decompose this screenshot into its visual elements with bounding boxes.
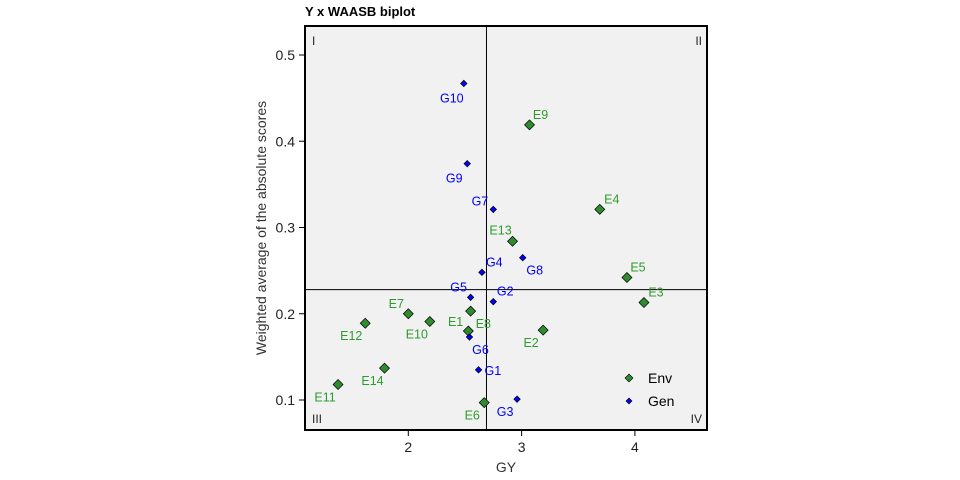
env-point-label: E2	[523, 336, 538, 350]
x-tick-label: 2	[404, 439, 412, 455]
env-point-E13	[507, 235, 519, 247]
y-tick-label: 0.4	[276, 133, 296, 149]
env-point-label: E7	[389, 297, 404, 311]
plot-panel	[305, 26, 707, 430]
y-axis-label: Weighted average of the absolute scores	[253, 101, 269, 355]
gen-point-G4	[478, 268, 486, 277]
legend-env-marker	[624, 373, 634, 383]
x-tick-label: 4	[631, 439, 639, 455]
gen-point-G8	[519, 253, 527, 262]
y-tick-label: 0.5	[276, 47, 296, 63]
gen-point-label: G1	[485, 364, 502, 378]
gen-point-G10	[460, 79, 468, 88]
env-point-label: E11	[314, 390, 335, 404]
gen-point-label: G7	[472, 194, 489, 208]
gen-point-label: G8	[526, 264, 543, 278]
x-axis-label: GY	[496, 459, 517, 475]
env-point-E10	[424, 316, 436, 328]
gen-point-G5	[466, 293, 475, 302]
gen-point-G9	[463, 159, 471, 168]
gen-point-G2	[489, 297, 497, 306]
gen-point-label: G9	[446, 172, 463, 186]
env-point-label: E12	[340, 329, 362, 343]
env-point-E1	[465, 305, 477, 317]
env-point-label: E3	[648, 286, 663, 300]
gen-point-label: G10	[440, 91, 464, 105]
gen-point-G1	[474, 366, 483, 374]
gen-point-G6	[465, 333, 474, 341]
gen-point-label: G6	[472, 343, 489, 357]
env-point-label: E8	[476, 317, 491, 331]
quadrant-label-1: I	[312, 34, 315, 48]
quadrant-label-3: III	[312, 412, 322, 426]
env-point-label: E13	[489, 223, 511, 237]
legend-env-label: Env	[648, 370, 672, 386]
env-point-E3	[638, 297, 650, 309]
env-point-label: E10	[406, 328, 428, 342]
y-tick-label: 0.2	[276, 306, 296, 322]
quadrant-label-4: IV	[691, 412, 702, 426]
env-point-E6	[478, 397, 490, 409]
legend-gen-marker	[625, 397, 633, 405]
y-tick-label: 0.1	[276, 392, 296, 408]
gen-point-G3	[513, 395, 521, 403]
env-point-label: E6	[465, 409, 480, 423]
chart-title: Y x WAASB biplot	[305, 4, 416, 19]
legend: Env Gen	[624, 370, 674, 409]
env-point-E5	[621, 272, 633, 284]
env-point-E4	[594, 203, 606, 215]
env-point-E2	[537, 324, 549, 336]
legend-gen-label: Gen	[648, 393, 674, 409]
gen-point-label: G3	[497, 405, 514, 419]
x-tick-label: 3	[518, 439, 526, 455]
env-point-label: E9	[533, 108, 548, 122]
gen-point-label: G2	[497, 285, 514, 299]
env-point-E12	[359, 317, 371, 329]
gen-point-label: G4	[486, 255, 503, 269]
quadrant-label-2: II	[695, 34, 702, 48]
env-point-E7	[402, 308, 414, 320]
env-point-label: E1	[448, 315, 463, 329]
env-point-label: E14	[361, 374, 383, 388]
env-point-E11	[332, 378, 344, 390]
gen-point-label: G5	[450, 280, 467, 294]
env-point-E9	[524, 119, 536, 131]
env-point-E14	[379, 362, 391, 374]
env-point-label: E4	[604, 192, 619, 206]
gen-point-G7	[489, 205, 497, 214]
y-tick-label: 0.3	[276, 220, 296, 236]
env-point-label: E5	[630, 261, 645, 275]
plot-frame	[304, 25, 708, 431]
